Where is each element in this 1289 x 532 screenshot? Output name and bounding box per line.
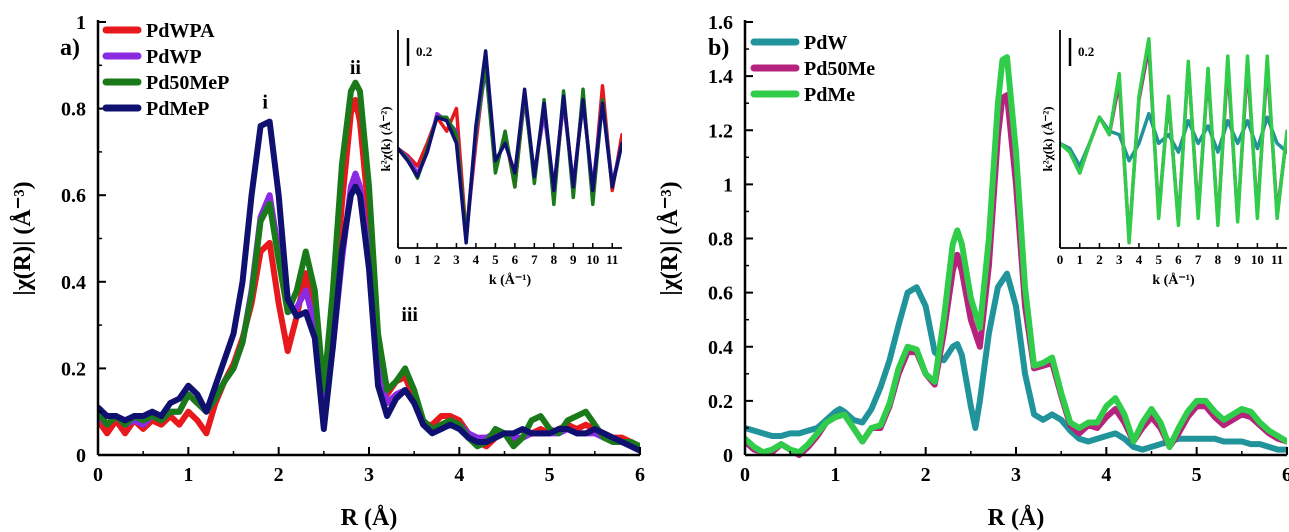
- inset-x-tick-label: 6: [1175, 252, 1182, 267]
- y-tick-label: 1: [76, 12, 86, 34]
- inset-x-tick-label: 3: [453, 252, 460, 267]
- x-tick-label: 2: [274, 464, 284, 486]
- annotation-label: i: [262, 92, 268, 114]
- series-lines: [98, 79, 640, 454]
- x-tick-label: 3: [364, 464, 374, 486]
- y-tick-label: 0: [723, 445, 733, 467]
- y-axis-title: |χ(R)| (Å⁻³): [10, 181, 36, 295]
- x-tick-label: 1: [830, 464, 840, 486]
- inset-x-tick-label: 5: [492, 252, 499, 267]
- y-tick-label: 1.2: [708, 120, 733, 142]
- legend-label: PdWP: [146, 46, 202, 68]
- inset-series-line-pdmep: [398, 49, 622, 245]
- inset-x-tick-label: 7: [1195, 252, 1202, 267]
- legend: PdW Pd50Me PdMe: [750, 32, 875, 106]
- y-tick-label: 1.4: [708, 66, 733, 88]
- y-axis-title: |χ(R)| (Å⁻³): [657, 181, 683, 295]
- annotation-label: ii: [350, 57, 362, 79]
- series-line-pdmep: [98, 118, 640, 454]
- inset-scale-bar-label: 0.2: [416, 44, 432, 59]
- x-tick-label: 3: [1011, 464, 1021, 486]
- inset-x-tick-label: 3: [1116, 252, 1123, 267]
- y-tick-label: 0.2: [708, 391, 733, 413]
- y-tick-label: 1.6: [708, 12, 733, 34]
- legend-label: Pd50Me: [804, 58, 875, 80]
- y-tick-label: 0.6: [708, 283, 733, 305]
- inset-x-tick-label: 4: [473, 252, 480, 267]
- x-tick-label: 4: [1101, 464, 1111, 486]
- inset-x-tick-label: 0: [395, 252, 402, 267]
- inset-x-tick-label: 1: [1076, 252, 1083, 267]
- legend: PdWPA PdWP Pd50MeP PdMeP: [102, 20, 229, 120]
- inset-x-tick-label: 9: [1234, 252, 1241, 267]
- inset-chart: 0 1 2 3 4 5 6 7 8 9 10 11 k (Å⁻¹) k²χ(k) (Å⁻²) 0.2: [378, 30, 622, 288]
- y-tick-label: 0.8: [61, 99, 86, 121]
- inset-x-tick-label: 9: [570, 252, 577, 267]
- y-tick-label: 1: [723, 174, 733, 196]
- inset-x-tick-label: 11: [1271, 252, 1283, 267]
- inset-x-tick-label: 7: [531, 252, 538, 267]
- legend-label: PdW: [804, 32, 847, 54]
- inset-x-tick-label: 5: [1155, 252, 1162, 267]
- legend-label: PdWPA: [146, 20, 215, 42]
- x-tick-label: 6: [1282, 464, 1289, 486]
- inset-y-axis-title: k²χ(k) (Å⁻²): [1040, 106, 1055, 171]
- y-tick-label: 0.8: [708, 229, 733, 251]
- series-line-pdw: [745, 270, 1287, 453]
- inset-scale-bar-label: 0.2: [1078, 44, 1094, 59]
- panel-b: b)0 1 2 3 4 5 600.20.40.60.811.21.41.6R (Å)|χ(…: [657, 12, 1289, 531]
- y-tick-label: 0.2: [61, 358, 86, 380]
- inset-x-tick-label: 1: [414, 252, 421, 267]
- x-tick-label: 5: [545, 464, 555, 486]
- x-tick-label: 4: [454, 464, 464, 486]
- x-tick-label: 0: [93, 464, 103, 486]
- y-tick-label: 0.4: [708, 337, 733, 359]
- inset-x-tick-label: 10: [586, 252, 599, 267]
- x-tick-label: 2: [921, 464, 931, 486]
- x-axis-title: R (Å): [341, 505, 398, 531]
- annotation-label: iii: [401, 304, 418, 326]
- legend-label: Pd50MeP: [146, 72, 229, 94]
- panel-label: b): [708, 35, 729, 61]
- inset-chart: 0 1 2 3 4 5 6 7 8 9 10 11 k (Å⁻¹) k²χ(k) (Å⁻²) 0.2: [1040, 30, 1287, 288]
- panel-label: a): [60, 35, 80, 61]
- inset-series-lines: [398, 49, 622, 245]
- inset-series-lines: [1060, 36, 1287, 245]
- inset-x-tick-label: 10: [1251, 252, 1264, 267]
- y-tick-label: 0.6: [61, 185, 86, 207]
- inset-x-axis-title: k (Å⁻¹): [489, 272, 532, 288]
- inset-x-tick-label: 2: [434, 252, 441, 267]
- legend-label: PdMeP: [146, 98, 209, 120]
- series-line-pdme: [745, 54, 1287, 456]
- x-tick-label: 6: [635, 464, 645, 486]
- series-line-pd50mep: [98, 79, 640, 450]
- x-tick-label: 1: [183, 464, 193, 486]
- inset-x-tick-label: 8: [551, 252, 558, 267]
- inset-x-tick-label: 8: [1215, 252, 1222, 267]
- x-axis-title: R (Å): [988, 505, 1045, 531]
- x-tick-label: 5: [1192, 464, 1202, 486]
- panel-a: a)0 1 2 3 4 5 600.20.40.60.81R (Å)|χ(R)| (Å⁻³)…: [10, 12, 645, 531]
- series-lines: [745, 54, 1287, 458]
- legend-label: PdMe: [804, 84, 855, 106]
- inset-x-tick-label: 2: [1096, 252, 1103, 267]
- inset-x-tick-label: 6: [512, 252, 519, 267]
- inset-x-tick-label: 4: [1136, 252, 1143, 267]
- inset-y-axis-title: k²χ(k) (Å⁻²): [378, 106, 393, 171]
- y-tick-label: 0: [76, 445, 86, 467]
- inset-x-tick-label: 11: [606, 252, 618, 267]
- y-tick-label: 0.4: [61, 272, 86, 294]
- inset-x-axis-title: k (Å⁻¹): [1152, 272, 1195, 288]
- inset-background: [398, 30, 622, 248]
- inset-x-tick-label: 0: [1057, 252, 1064, 267]
- x-tick-label: 0: [740, 464, 750, 486]
- inset-series-line-pdme: [1060, 36, 1287, 245]
